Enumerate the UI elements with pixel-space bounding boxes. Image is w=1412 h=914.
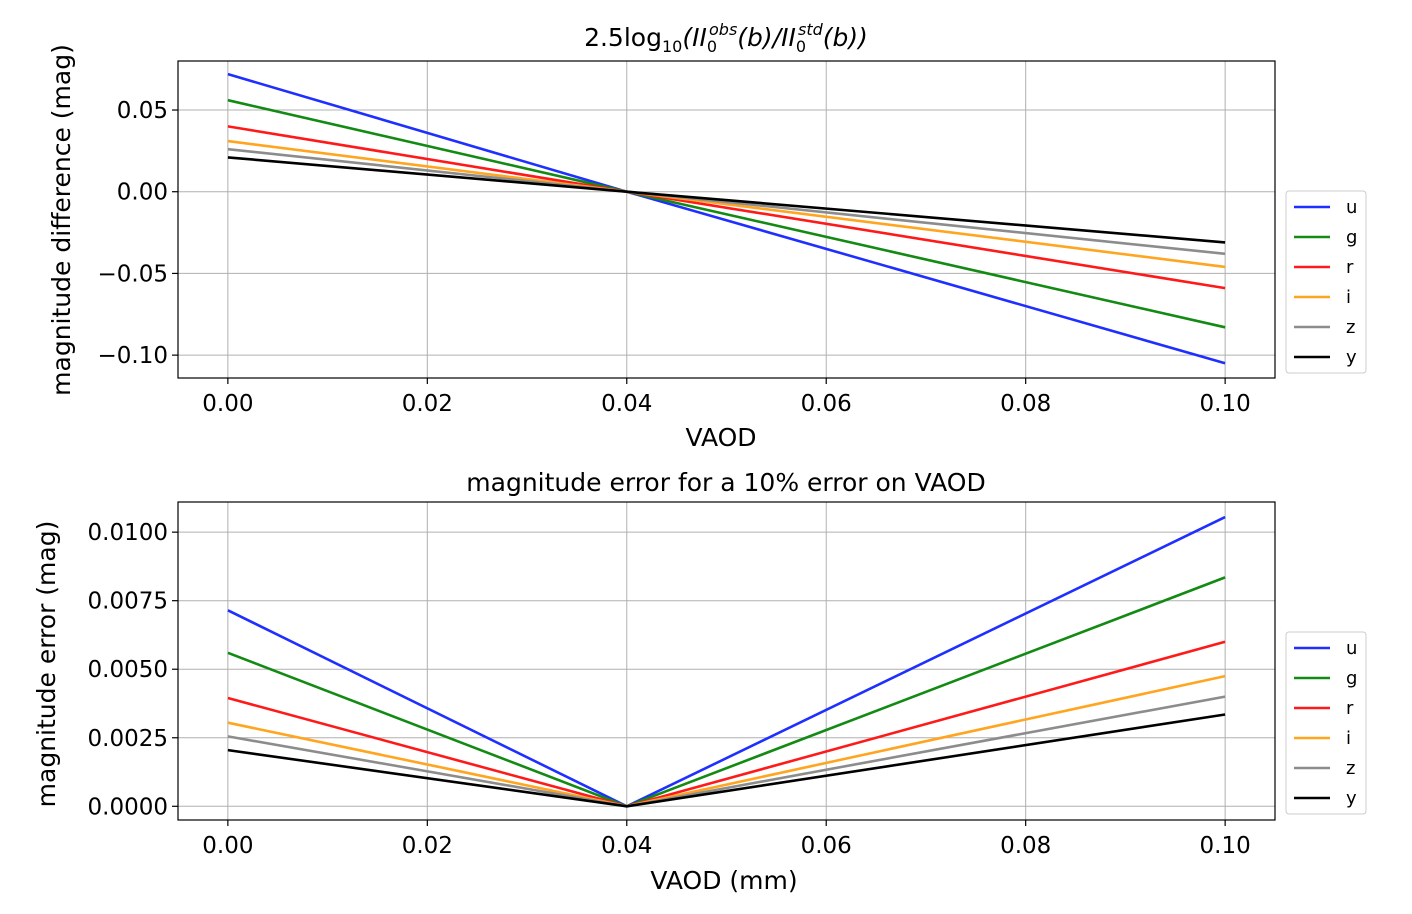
series-line-r	[227, 125, 1226, 290]
series-line-u	[227, 72, 1226, 365]
legend-box	[1285, 631, 1367, 815]
x-tick-label: 0.10	[1200, 833, 1251, 859]
axis-ticks: 0.00 0.02 0.04 0.06 0.08 0.10 0.05 0.00 −0.05 −0.…	[98, 98, 1251, 417]
y-tick-label: 0.0000	[88, 794, 168, 820]
legend-label-g: g	[1346, 668, 1357, 689]
y-tick-label: 0.0100	[88, 520, 168, 546]
x-tick-label: 0.04	[601, 833, 652, 859]
chart-title: magnitude error for a 10% error on VAOD	[466, 468, 985, 497]
gridlines	[178, 502, 1275, 820]
legend-label-g: g	[1346, 227, 1357, 248]
y-axis-label: magnitude error (mag)	[32, 521, 61, 808]
y-tick-label: −0.05	[98, 261, 168, 287]
series-line-z	[227, 147, 1226, 256]
legend-label-y: y	[1346, 788, 1357, 809]
x-tick-label: 0.06	[801, 391, 852, 417]
chart-title: 2.5log10(II0obs(b)/II0std(b))	[584, 20, 868, 56]
y-axis-label: magnitude difference (mag)	[47, 44, 76, 396]
legend-label-y: y	[1346, 347, 1357, 368]
legend-label-i: i	[1346, 287, 1351, 308]
x-tick-label: 0.00	[202, 391, 253, 417]
legend-label-z: z	[1346, 758, 1355, 779]
series-line-g	[227, 98, 1226, 329]
x-tick-label: 0.08	[1000, 391, 1051, 417]
plot-frame	[177, 501, 1276, 821]
x-tick-label: 0.02	[402, 391, 453, 417]
legend-label-u: u	[1346, 638, 1357, 659]
x-tick-label: 0.04	[601, 391, 652, 417]
y-tick-label: 0.05	[117, 98, 168, 124]
x-tick-label: 0.06	[801, 833, 852, 859]
series-lines	[227, 515, 1226, 808]
legend-label-r: r	[1346, 257, 1354, 278]
legend-label-i: i	[1346, 728, 1351, 749]
legend-label-u: u	[1346, 197, 1357, 218]
gridlines	[178, 61, 1275, 378]
chart-magnitude-difference: 2.5log10(II0obs(b)/II0std(b)) 0.00 0.02 0.…	[47, 20, 1367, 452]
legend-label-r: r	[1346, 698, 1354, 719]
x-axis-label: VAOD (mm)	[650, 866, 797, 895]
plot-frame	[177, 60, 1276, 379]
y-tick-label: 0.0075	[88, 589, 168, 615]
x-tick-label: 0.00	[202, 833, 253, 859]
x-tick-label: 0.10	[1200, 391, 1251, 417]
x-axis-label: VAOD	[685, 423, 756, 452]
x-tick-label: 0.08	[1000, 833, 1051, 859]
y-tick-label: 0.0050	[88, 657, 168, 683]
legend-label-z: z	[1346, 317, 1355, 338]
series-lines	[227, 72, 1226, 365]
x-tick-label: 0.02	[402, 833, 453, 859]
axis-ticks: 0.00 0.02 0.04 0.06 0.08 0.10 0.0000 0.0025 0.00…	[88, 520, 1251, 859]
y-tick-label: 0.0025	[88, 726, 168, 752]
y-tick-label: 0.00	[117, 180, 168, 206]
chart-magnitude-error: magnitude error for a 10% error on VAOD …	[32, 468, 1367, 895]
series-line-y	[227, 713, 1226, 808]
legend-box	[1285, 190, 1367, 374]
y-tick-label: −0.10	[98, 343, 168, 369]
series-line-i	[227, 139, 1226, 269]
series-line-y	[227, 156, 1226, 244]
